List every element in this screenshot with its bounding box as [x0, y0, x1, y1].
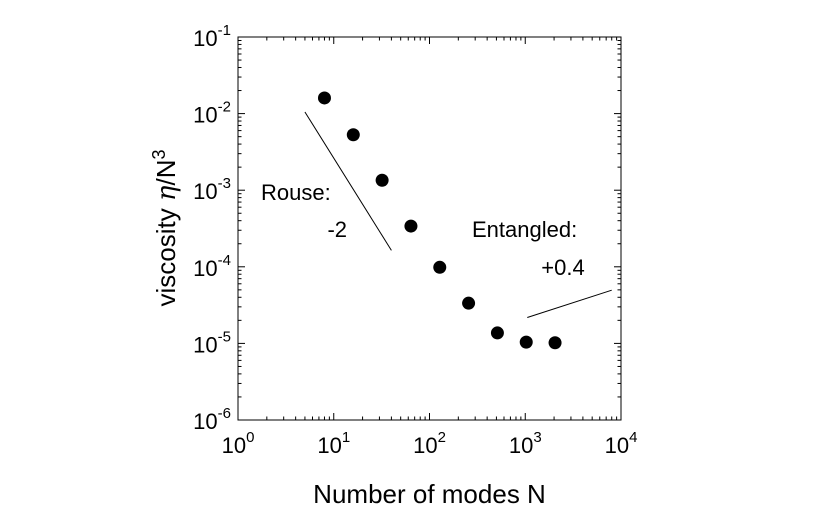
x-tick-exp: 2 [438, 429, 446, 446]
x-tick-label: 102 [413, 429, 446, 458]
y-tick-base: 10 [193, 409, 217, 434]
rouse-slope-line [304, 111, 392, 251]
y-tick-label: 10-6 [193, 405, 231, 434]
x-tick-exp: 1 [342, 429, 350, 446]
y-tick-exp: -5 [218, 328, 231, 345]
x-tick-exp: 0 [246, 429, 254, 446]
data-point [317, 91, 331, 105]
y-tick-exp: -4 [218, 252, 231, 269]
y-tick-base: 10 [193, 26, 217, 51]
data-point [433, 260, 447, 274]
y-tick-base: 10 [193, 256, 217, 281]
y-axis-title-eta: η [152, 185, 182, 201]
x-tick-base: 10 [605, 433, 629, 458]
x-tick-label: 100 [222, 429, 255, 458]
x-tick-label: 101 [317, 429, 350, 458]
x-tick-label: 103 [509, 429, 542, 458]
y-tick-exp: -1 [218, 22, 231, 39]
data-point [404, 219, 418, 233]
x-tick-base: 10 [509, 433, 533, 458]
y-tick-base: 10 [193, 103, 217, 128]
plot-area [237, 36, 622, 421]
x-tick-base: 10 [222, 433, 246, 458]
y-tick-label: 10-2 [193, 99, 231, 128]
y-tick-label: 10-3 [193, 175, 231, 204]
data-points [317, 91, 562, 350]
x-tick-label: 104 [605, 429, 638, 458]
data-point [548, 336, 562, 350]
data-point [375, 173, 389, 187]
data-point [462, 296, 476, 310]
y-tick-label: 10-1 [193, 22, 231, 51]
data-point [346, 128, 360, 142]
y-axis-title-slash: /N [151, 159, 181, 185]
x-tick-exp: 4 [629, 429, 637, 446]
x-tick-base: 10 [413, 433, 437, 458]
entangled-annotation-line2: +0.4 [541, 255, 584, 280]
x-axis-title: Number of modes N [313, 479, 546, 509]
y-tick-base: 10 [193, 332, 217, 357]
data-point [490, 326, 504, 340]
y-tick-base: 10 [193, 179, 217, 204]
y-tick-exp: -2 [218, 99, 231, 116]
entangled-slope-line [527, 289, 612, 318]
y-axis-title-sup: 3 [149, 149, 169, 159]
x-tick-base: 10 [317, 433, 341, 458]
y-axis-title: viscosity η/N3 [149, 149, 182, 306]
y-axis-title-main: viscosity [151, 201, 181, 306]
axis-ticks [237, 36, 622, 421]
data-point [519, 335, 533, 349]
entangled-annotation-line1: Entangled: [472, 217, 577, 242]
y-tick-exp: -6 [218, 405, 231, 422]
rouse-annotation-line1: Rouse: [261, 180, 331, 205]
rouse-annotation-line2: -2 [327, 217, 347, 242]
y-tick-exp: -3 [218, 175, 231, 192]
y-tick-label: 10-4 [193, 252, 231, 281]
x-tick-exp: 3 [533, 429, 541, 446]
reference-lines [304, 111, 612, 318]
y-tick-label: 10-5 [193, 328, 231, 357]
